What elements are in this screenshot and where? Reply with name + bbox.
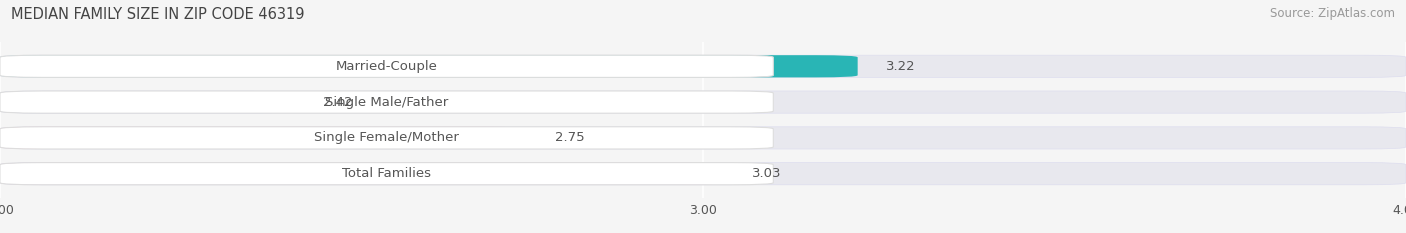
Text: 2.75: 2.75 — [555, 131, 585, 144]
FancyBboxPatch shape — [0, 127, 527, 149]
Text: Single Female/Mother: Single Female/Mother — [314, 131, 460, 144]
Text: Total Families: Total Families — [342, 167, 432, 180]
FancyBboxPatch shape — [0, 163, 724, 185]
Text: MEDIAN FAMILY SIZE IN ZIP CODE 46319: MEDIAN FAMILY SIZE IN ZIP CODE 46319 — [11, 7, 305, 22]
Text: 3.03: 3.03 — [752, 167, 782, 180]
FancyBboxPatch shape — [0, 127, 773, 149]
FancyBboxPatch shape — [0, 55, 858, 77]
FancyBboxPatch shape — [0, 91, 773, 113]
Text: Single Male/Father: Single Male/Father — [325, 96, 449, 109]
Text: 2.42: 2.42 — [323, 96, 353, 109]
Text: 3.22: 3.22 — [886, 60, 915, 73]
FancyBboxPatch shape — [0, 163, 1406, 185]
Text: Source: ZipAtlas.com: Source: ZipAtlas.com — [1270, 7, 1395, 20]
FancyBboxPatch shape — [0, 127, 1406, 149]
FancyBboxPatch shape — [0, 91, 295, 113]
FancyBboxPatch shape — [0, 91, 1406, 113]
FancyBboxPatch shape — [0, 163, 773, 185]
FancyBboxPatch shape — [0, 55, 773, 77]
Text: Married-Couple: Married-Couple — [336, 60, 437, 73]
FancyBboxPatch shape — [0, 55, 1406, 77]
